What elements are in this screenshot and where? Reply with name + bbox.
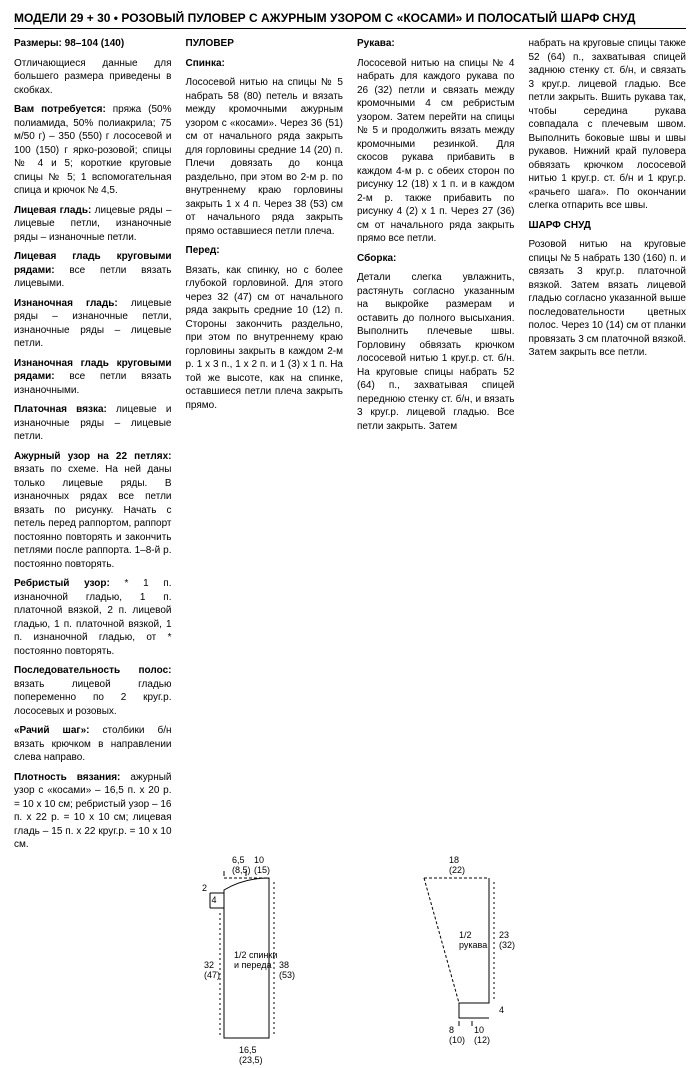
pol-h: Последовательность полос: bbox=[14, 665, 172, 676]
azh-h: Ажурный узор на 22 петлях: bbox=[14, 451, 172, 462]
sl-top: 18(22) bbox=[449, 855, 465, 875]
sleeve-diagram: 18(22) 1/2рукава 23(32) 4 8(10) 10(12) bbox=[394, 868, 554, 1058]
ruk-t: Лососевой нитью на спицы № 4 набрать для… bbox=[357, 57, 515, 246]
sharf-t: Розовой нитью на круговые спицы № 5 набр… bbox=[529, 238, 687, 360]
rach-h: «Рачий шаг»: bbox=[14, 725, 90, 736]
sl-label: 1/2рукава bbox=[459, 930, 487, 950]
plot-t: ажурный узор с «косами» – 16,5 п. х 20 р… bbox=[14, 772, 172, 851]
need-t: пряжа (50% полиамида, 50% полиакрила; 75… bbox=[14, 104, 172, 196]
cont-t: набрать на круговые спицы также 52 (64) … bbox=[529, 37, 687, 213]
plat-h: Платочная вязка: bbox=[14, 404, 107, 415]
dim-bottom: 16,5(23,5) bbox=[239, 1045, 263, 1065]
izn-h: Изнаночная гладь: bbox=[14, 298, 118, 309]
body-label: 1/2 спинкии переда bbox=[234, 950, 277, 970]
pul-h: ПУЛОВЕР bbox=[186, 37, 344, 51]
page-title: МОДЕЛИ 29 + 30 • РОЗОВЫЙ ПУЛОВЕР С АЖУРН… bbox=[14, 10, 686, 29]
sizes-h: Размеры: 98–104 (140) bbox=[14, 38, 124, 49]
sb-h: Сборка: bbox=[357, 252, 515, 266]
dim-side-top: 2 bbox=[202, 883, 207, 893]
dim-h1: 32(47) bbox=[204, 960, 220, 980]
reb-t: * 1 п. изнаночной гладью, 1 п. платочной… bbox=[14, 578, 172, 657]
lic-h: Лицевая гладь: bbox=[14, 205, 91, 216]
dim-side-box: 4 bbox=[211, 895, 216, 905]
azh-t: вязать по схеме. На ней даны только лице… bbox=[14, 464, 172, 570]
body-diagram: 6,5(8,5) 10(15) 2 4 32(47) 38(53) 1/2 сп… bbox=[174, 868, 354, 1058]
diagrams: 6,5(8,5) 10(15) 2 4 32(47) 38(53) 1/2 сп… bbox=[14, 868, 686, 1058]
pol-t: вязать лицевой гладью попеременно по 2 к… bbox=[14, 679, 172, 717]
per-h: Перед: bbox=[186, 244, 344, 258]
dim-top-r: 10(15) bbox=[254, 855, 270, 875]
col-2: ПУЛОВЕР Спинка: Лососевой нитью на спицы… bbox=[186, 37, 344, 858]
sp-t: Лососевой нитью на спицы № 5 набрать 58 … bbox=[186, 76, 344, 238]
sharf-h: ШАРФ СНУД bbox=[529, 219, 687, 233]
sp-h: Спинка: bbox=[186, 57, 344, 71]
col-4: набрать на круговые спицы также 52 (64) … bbox=[529, 37, 687, 858]
text-columns: Размеры: 98–104 (140) Отличающиеся данны… bbox=[14, 37, 686, 858]
dim-h2: 38(53) bbox=[279, 960, 295, 980]
sl-b2: 10(12) bbox=[474, 1025, 490, 1045]
plot-h: Плотность вязания: bbox=[14, 772, 120, 783]
per-t: Вязать, как спинку, но с более глубокой … bbox=[186, 264, 344, 413]
sizes-note: Отличающиеся данные для большего размера… bbox=[14, 57, 172, 98]
sl-h: 23(32) bbox=[499, 930, 515, 950]
ruk-h: Рукава: bbox=[357, 37, 515, 51]
sl-b1: 8(10) bbox=[449, 1025, 465, 1045]
col-1: Размеры: 98–104 (140) Отличающиеся данны… bbox=[14, 37, 172, 858]
reb-h: Ребристый узор: bbox=[14, 578, 110, 589]
sl-box: 4 bbox=[499, 1005, 504, 1015]
sb-t: Детали слегка увлажнить, растянуть согла… bbox=[357, 271, 515, 433]
dim-top-l: 6,5(8,5) bbox=[232, 855, 251, 875]
col-3: Рукава: Лососевой нитью на спицы № 4 наб… bbox=[357, 37, 515, 858]
need-h: Вам потребуется: bbox=[14, 104, 106, 115]
